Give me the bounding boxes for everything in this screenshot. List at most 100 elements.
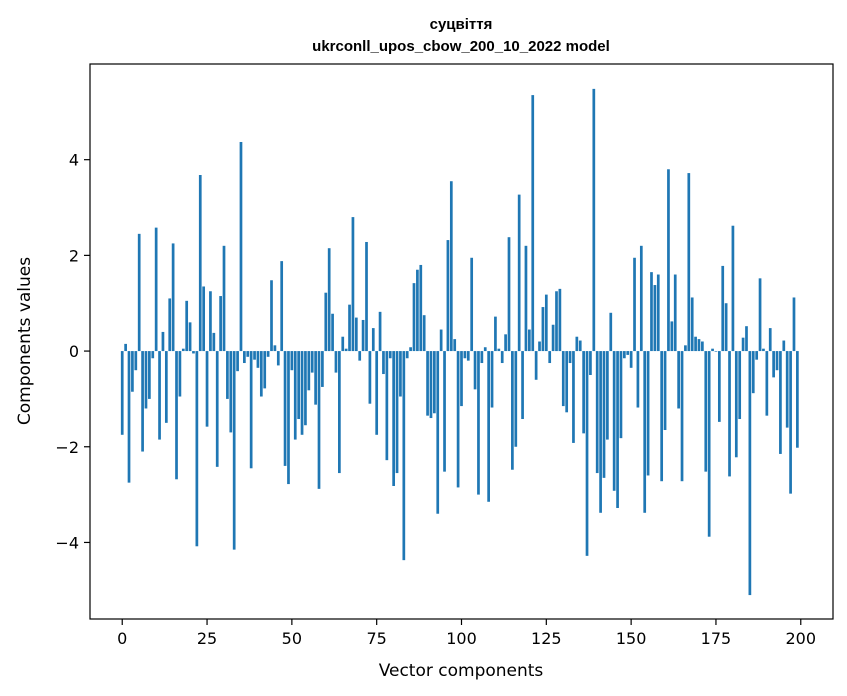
bar-23 [198, 175, 202, 352]
bar-129 [558, 288, 562, 352]
bar-198 [792, 297, 796, 352]
bar-127 [551, 324, 555, 352]
bar-109 [490, 351, 494, 408]
bar-35 [239, 141, 243, 352]
bar-199 [796, 351, 799, 448]
bar-86 [412, 283, 416, 352]
bar-34 [236, 351, 239, 372]
bar-148 [622, 351, 626, 359]
bar-71 [361, 319, 365, 352]
bar-126 [548, 351, 552, 364]
bar-120 [528, 329, 531, 352]
bar-61 [327, 248, 331, 352]
bar-178 [724, 303, 728, 352]
bar-62 [331, 313, 334, 352]
bar-29 [219, 296, 222, 352]
bar-177 [721, 265, 725, 352]
bar-97 [449, 181, 453, 352]
bar-136 [582, 351, 585, 434]
x-tick-label: 50 [282, 629, 302, 648]
bar-166 [684, 345, 687, 352]
bar-28 [215, 351, 219, 467]
bar-104 [473, 351, 477, 390]
bar-110 [494, 316, 497, 352]
bar-132 [568, 351, 572, 364]
bar-30 [222, 245, 226, 352]
bar-165 [680, 351, 684, 482]
bar-52 [297, 351, 300, 420]
bar-51 [293, 351, 297, 440]
bar-9 [151, 351, 155, 359]
bar-77 [382, 351, 385, 375]
bar-152 [636, 351, 640, 408]
bar-42 [263, 351, 267, 389]
bar-163 [673, 274, 677, 352]
bar-101 [463, 351, 467, 359]
bar-40 [256, 351, 260, 368]
bar-60 [324, 292, 328, 352]
x-tick-label: 200 [785, 629, 816, 648]
bar-11 [158, 351, 161, 440]
bar-87 [416, 269, 419, 352]
bar-59 [321, 351, 324, 387]
bar-63 [334, 351, 338, 373]
bar-1 [124, 343, 127, 352]
bar-21 [192, 351, 195, 354]
y-tick-label: 0 [69, 342, 79, 361]
bar-106 [480, 351, 484, 364]
bar-172 [704, 351, 708, 472]
bar-191 [768, 328, 772, 352]
bar-150 [629, 351, 633, 368]
bar-47 [280, 261, 284, 352]
bar-78 [385, 351, 389, 461]
bar-18 [181, 348, 185, 352]
bar-6 [141, 351, 144, 452]
bar-2 [127, 351, 131, 483]
bar-188 [758, 278, 762, 352]
bar-179 [728, 351, 731, 477]
bar-192 [772, 351, 775, 378]
bar-76 [378, 311, 382, 352]
bar-24 [202, 286, 206, 352]
bar-131 [565, 351, 569, 413]
bar-45 [273, 345, 277, 352]
x-tick-label: 150 [616, 629, 647, 648]
y-tick-label: 4 [69, 151, 79, 170]
bar-84 [405, 351, 409, 359]
bar-49 [287, 351, 290, 485]
bar-122 [534, 351, 538, 380]
bar-25 [205, 351, 209, 427]
x-tick-label: 100 [446, 629, 477, 648]
bar-16 [175, 351, 178, 480]
bar-19 [185, 300, 189, 352]
bar-194 [779, 351, 782, 454]
bar-65 [341, 336, 345, 352]
bar-170 [697, 339, 701, 352]
bar-56 [310, 351, 314, 373]
bar-32 [229, 351, 233, 433]
bar-105 [477, 351, 480, 495]
bar-185 [748, 351, 752, 596]
bar-139 [592, 88, 596, 352]
bar-95 [443, 351, 446, 472]
bar-162 [670, 321, 674, 352]
bar-133 [572, 351, 575, 443]
bar-158 [656, 274, 660, 352]
bar-143 [606, 351, 609, 440]
bar-53 [300, 351, 304, 435]
bar-100 [460, 351, 463, 407]
chart-title: суцвіття [430, 16, 493, 33]
bar-82 [399, 351, 402, 397]
bar-12 [161, 331, 165, 352]
bar-89 [422, 315, 426, 352]
x-tick-label: 25 [197, 629, 217, 648]
bar-171 [701, 341, 704, 352]
x-tick-label: 0 [117, 629, 127, 648]
x-tick-label: 175 [701, 629, 732, 648]
bar-167 [687, 173, 691, 352]
bar-39 [253, 351, 256, 360]
x-tick-label: 125 [531, 629, 562, 648]
bar-159 [660, 351, 664, 482]
bar-66 [344, 348, 348, 352]
